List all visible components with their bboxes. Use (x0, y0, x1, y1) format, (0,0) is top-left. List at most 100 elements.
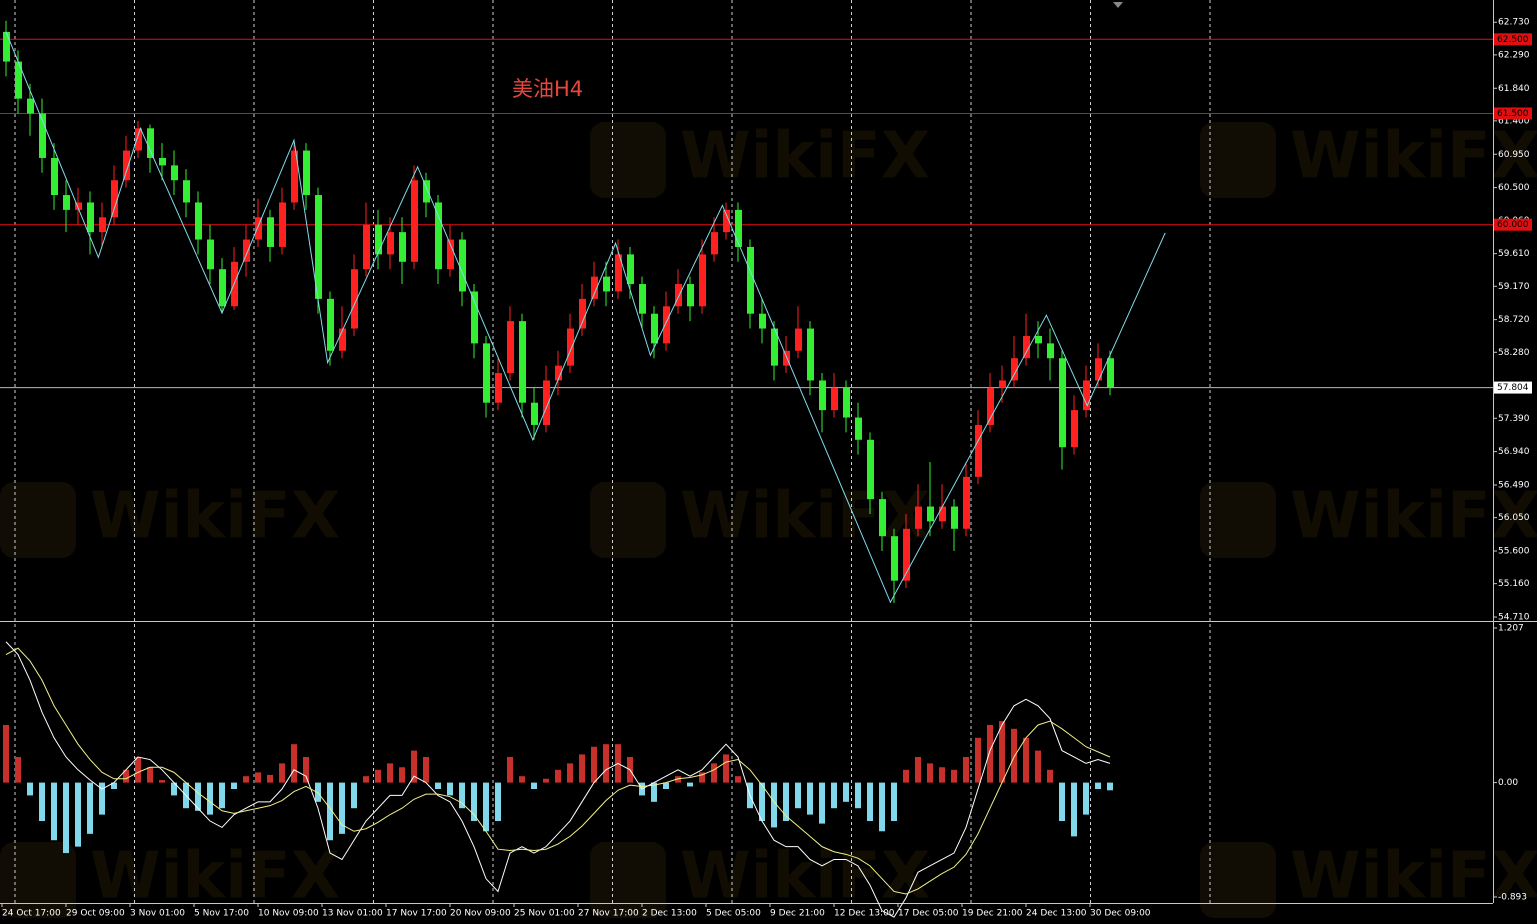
histogram-bar (975, 737, 981, 783)
histogram-bar (711, 763, 717, 783)
candle-body (1071, 410, 1078, 448)
macd-line (5, 641, 1111, 918)
watermark-logo (590, 122, 666, 198)
histogram-bar (795, 782, 801, 809)
histogram-bar (159, 780, 165, 783)
candle-body (699, 254, 706, 307)
histogram-bar (267, 774, 273, 783)
y-tick-label: 62.290 (1498, 50, 1530, 60)
histogram-bar (987, 724, 993, 783)
zigzag-line (5, 31, 1166, 604)
candle-body (243, 239, 250, 262)
histogram-bar (339, 782, 345, 834)
histogram-bar (171, 782, 177, 796)
histogram-bar (231, 782, 237, 790)
histogram-bar (459, 782, 465, 809)
histogram-bar (1035, 750, 1041, 783)
histogram-bar (891, 782, 897, 822)
histogram-bar (591, 746, 597, 783)
histogram-bar (927, 763, 933, 783)
histogram-bar (375, 769, 381, 783)
price-level-label: 62.500 (1497, 35, 1529, 45)
candle-body (483, 343, 490, 403)
candle-body (171, 165, 178, 181)
histogram-bar (3, 724, 9, 783)
x-tick-label: 17 Nov 17:00 (386, 909, 447, 919)
histogram-bar (15, 756, 21, 783)
x-tick-label: 5 Dec 05:00 (706, 909, 761, 919)
histogram-bar (555, 769, 561, 783)
histogram-bar (567, 763, 573, 783)
watermark: WikiFX (90, 480, 340, 554)
histogram-bar (879, 782, 885, 832)
candle-body (1107, 358, 1114, 388)
histogram-bar (483, 782, 489, 832)
y-tick-label: 56.490 (1498, 481, 1530, 491)
candle-body (543, 380, 550, 425)
histogram-bar (939, 767, 945, 783)
watermark-logo (1200, 842, 1276, 918)
y-tick-label: 55.160 (1498, 579, 1530, 589)
candle-body (579, 298, 586, 329)
y-tick-label: 58.720 (1498, 315, 1530, 325)
histogram-bar (831, 782, 837, 809)
candle-body (51, 157, 58, 196)
candle-body (987, 387, 994, 425)
histogram-bar (471, 782, 477, 822)
candle-body (723, 209, 730, 233)
x-tick-label: 20 Nov 09:00 (450, 909, 511, 919)
histogram-bar (675, 776, 681, 783)
candle-body (591, 276, 598, 299)
histogram-bar (39, 782, 45, 822)
candle-body (747, 246, 754, 314)
candle-body (567, 328, 574, 366)
candle-body (183, 180, 190, 203)
x-tick-label: 9 Dec 21:00 (770, 909, 825, 919)
histogram-bar (1047, 769, 1053, 783)
candle-body (387, 232, 394, 255)
candle-body (795, 328, 802, 351)
y-tick-label: 60.500 (1498, 183, 1530, 193)
candle-body (279, 202, 286, 247)
x-tick-label: 10 Nov 09:00 (258, 909, 319, 919)
histogram-bar (531, 782, 537, 790)
histogram-bar (219, 782, 225, 809)
y-tick-label: 60.950 (1498, 150, 1530, 160)
y-tick-label: 61.400 (1498, 116, 1530, 126)
watermark: WikiFX (680, 840, 930, 914)
candle-body (759, 313, 766, 329)
histogram-bar (495, 782, 501, 822)
candle-body (663, 306, 670, 344)
candle-body (63, 195, 70, 210)
candle-body (495, 373, 502, 403)
histogram-bar (63, 782, 69, 854)
candle-body (519, 321, 526, 403)
histogram-bar (735, 776, 741, 783)
histogram-bar (759, 782, 765, 822)
histogram-bar (951, 769, 957, 783)
candle-body (459, 239, 466, 292)
histogram-bar (783, 782, 789, 822)
watermark: WikiFX (90, 840, 340, 914)
candle-body (1035, 335, 1042, 344)
histogram-bar (855, 782, 861, 809)
candle-body (447, 239, 454, 270)
histogram-bar (111, 782, 117, 790)
candle-body (903, 528, 910, 581)
histogram-bar (999, 721, 1005, 783)
chart-title: 美油H4 (512, 77, 583, 101)
candle-body (1095, 358, 1102, 381)
histogram-bar (1023, 737, 1029, 783)
x-tick-label: 30 Dec 09:00 (1090, 909, 1151, 919)
candle-body (999, 380, 1006, 388)
histogram-bar (99, 782, 105, 815)
candle-body (927, 506, 934, 522)
candle-body (843, 387, 850, 418)
signal-line (5, 647, 1111, 895)
price-level-tag (1494, 33, 1532, 46)
candle-body (15, 61, 22, 99)
watermark: WikiFX (1290, 840, 1537, 914)
y-tick-label: 56.940 (1498, 447, 1530, 457)
candle-body (831, 387, 838, 411)
